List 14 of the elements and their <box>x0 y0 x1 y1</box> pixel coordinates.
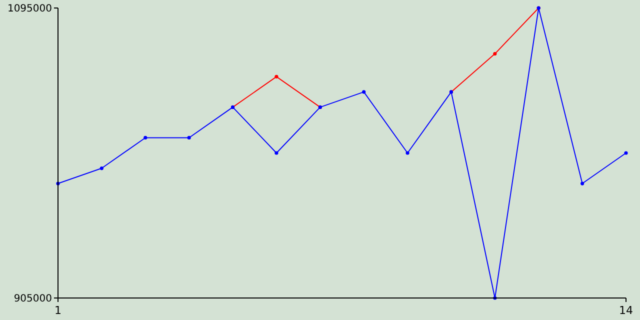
point <box>187 136 191 140</box>
point <box>274 151 278 155</box>
point <box>274 74 278 78</box>
x-tick-label: 1 <box>54 304 62 317</box>
point <box>493 52 497 56</box>
point <box>144 136 148 140</box>
point <box>362 90 366 94</box>
point <box>624 151 628 155</box>
y-tick-label: 905000 <box>14 294 52 304</box>
point <box>406 151 410 155</box>
x-tick-label: 14 <box>619 304 633 317</box>
point <box>580 182 584 186</box>
point <box>100 166 104 170</box>
y-tick-label: 1095000 <box>7 4 52 14</box>
